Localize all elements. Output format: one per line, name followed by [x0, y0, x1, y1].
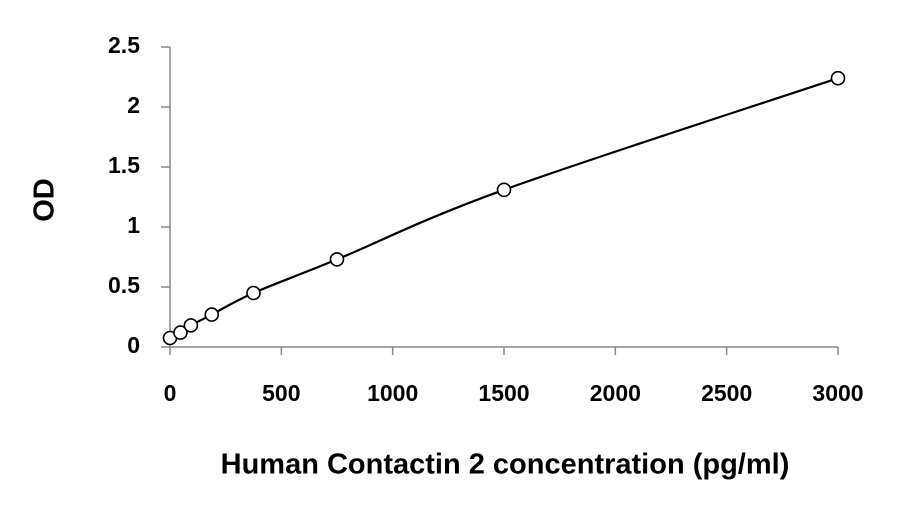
data-point	[246, 285, 261, 301]
y-tick-label: 2	[127, 92, 140, 118]
data-point	[830, 70, 846, 86]
data-point	[183, 318, 199, 333]
y-tick-label: 1.5	[108, 152, 140, 178]
y-tick-label: 0	[127, 332, 140, 358]
x-axis-title: Human Contactin 2 concentration (pg/ml)	[221, 449, 790, 481]
data-point	[204, 307, 220, 322]
y-tick-label: 0.5	[108, 272, 140, 298]
data-point	[173, 325, 188, 340]
fit-line	[169, 77, 839, 339]
x-tick-label: 1000	[367, 380, 418, 406]
x-tick-label: 2000	[590, 380, 641, 406]
x-tick-label: 2500	[701, 380, 752, 406]
y-axis-title: OD	[29, 178, 61, 222]
x-tick-label: 0	[164, 380, 177, 406]
x-tick-label: 500	[262, 380, 300, 406]
y-tick-label: 1	[127, 212, 140, 238]
y-tick-label: 2.5	[108, 32, 140, 58]
data-point	[496, 182, 512, 198]
data-point	[329, 252, 345, 267]
x-tick-label: 3000	[812, 380, 863, 406]
x-tick-label: 1500	[478, 380, 529, 406]
